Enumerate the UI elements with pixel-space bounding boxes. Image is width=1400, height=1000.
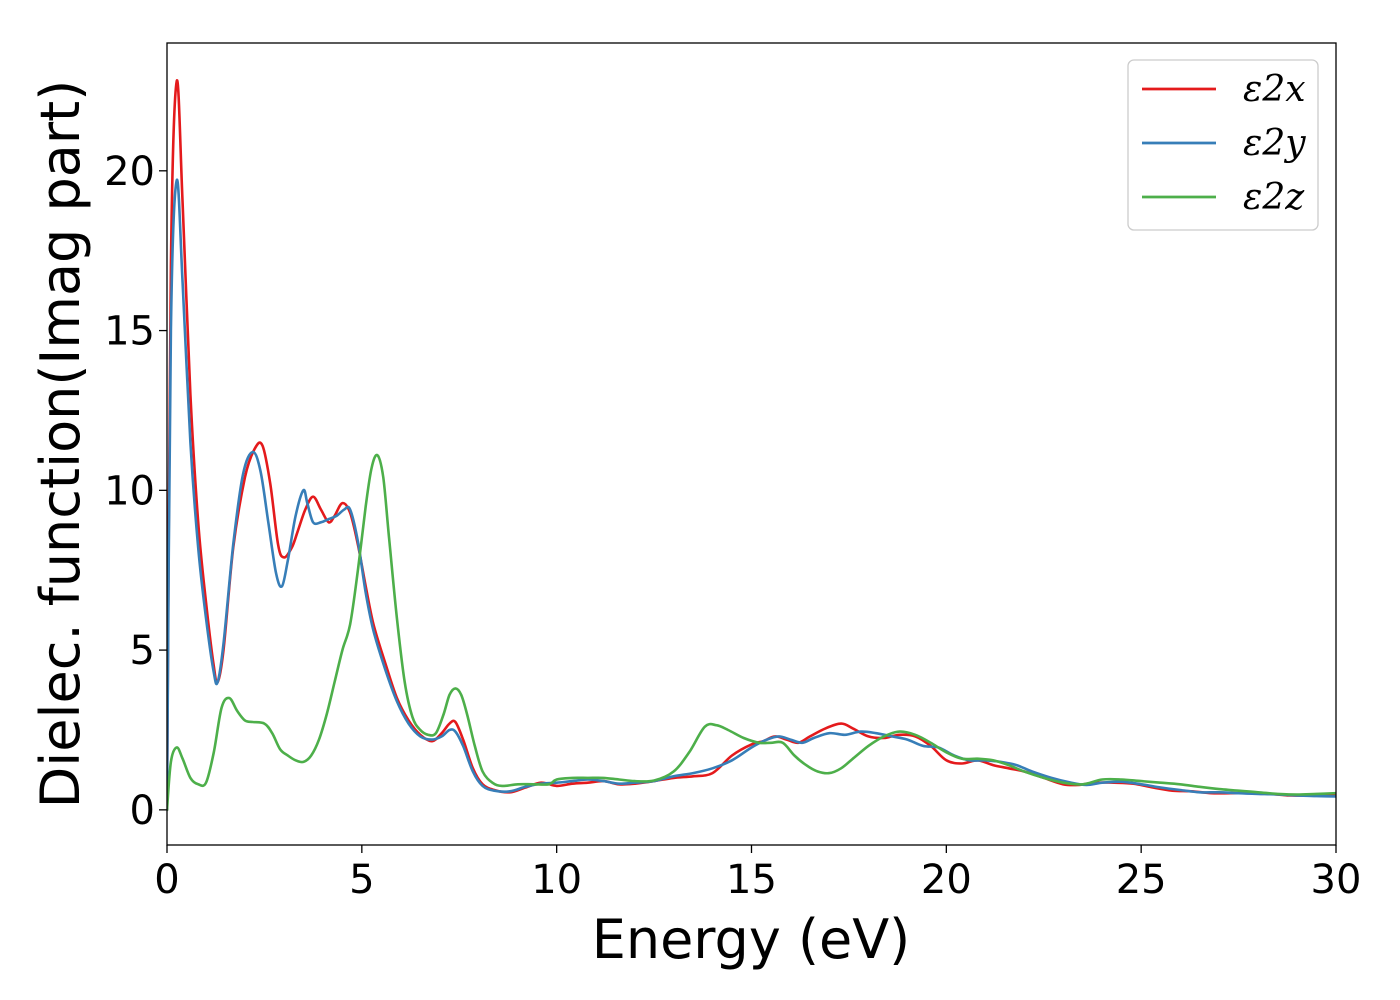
legend-box <box>1127 59 1319 231</box>
x-tick-label: 0 <box>154 857 179 903</box>
x-axis: 0 5 10 15 20 25 30 <box>154 845 1361 903</box>
y-tick-label: 0 <box>130 788 155 834</box>
x-tick-label: 30 <box>1311 857 1362 903</box>
y-tick-label: 20 <box>104 149 155 195</box>
legend-label: ε2z <box>1243 177 1305 218</box>
y-axis: 0 5 10 15 20 <box>104 149 167 834</box>
legend-label: ε2x <box>1243 69 1306 110</box>
series-line-e2z <box>167 453 1336 812</box>
legend: ε2x ε2y ε2z <box>1127 59 1319 231</box>
legend-entry-e2z: ε2z <box>1142 177 1305 218</box>
x-tick-label: 15 <box>726 857 777 903</box>
x-tick-label: 25 <box>1116 857 1167 903</box>
y-tick-label: 15 <box>104 309 155 355</box>
x-axis-title: Energy (eV) <box>592 908 911 971</box>
x-tick-label: 20 <box>921 857 972 903</box>
y-tick-label: 10 <box>104 468 155 514</box>
legend-entry-e2x: ε2x <box>1142 69 1306 110</box>
x-tick-label: 5 <box>349 857 374 903</box>
series-layer <box>167 79 1336 812</box>
x-tick-label: 10 <box>531 857 582 903</box>
legend-label: ε2y <box>1243 123 1306 164</box>
y-tick-label: 5 <box>130 628 155 674</box>
legend-entry-e2y: ε2y <box>1142 123 1306 164</box>
y-axis-title: Dielec. function(Imag part) <box>29 80 92 809</box>
